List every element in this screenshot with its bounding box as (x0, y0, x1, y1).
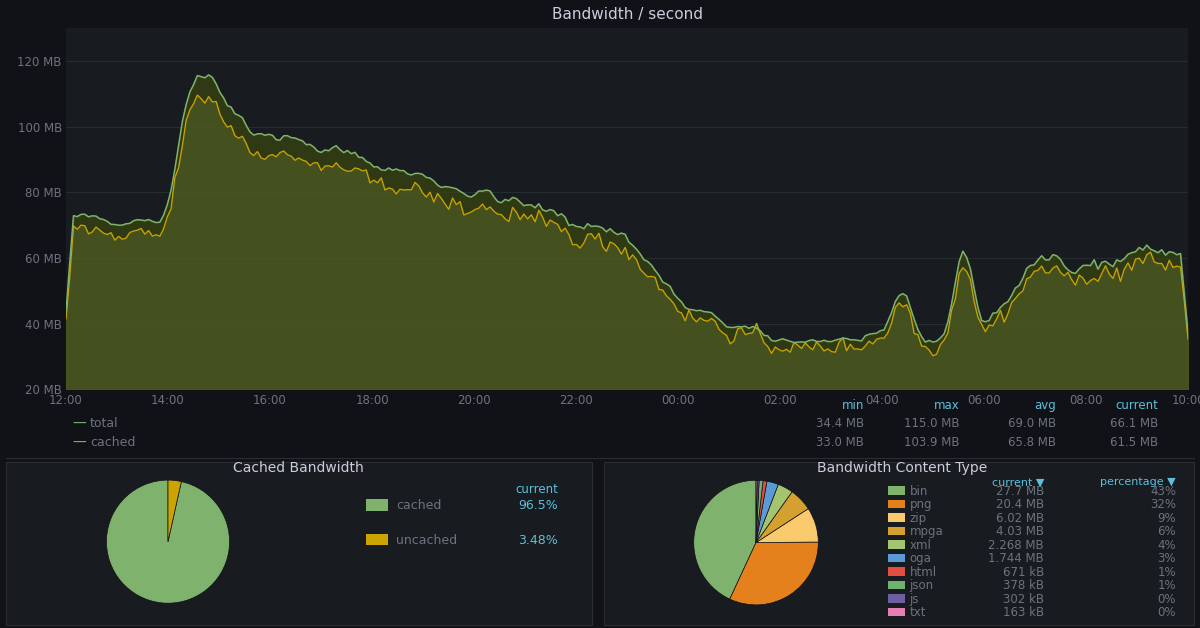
Text: min: min (841, 399, 864, 411)
Text: cached: cached (90, 436, 136, 449)
Text: 4.03 MB: 4.03 MB (996, 525, 1044, 538)
Text: cached: cached (396, 499, 442, 512)
Text: 69.0 MB: 69.0 MB (1008, 418, 1056, 430)
Wedge shape (756, 484, 792, 543)
Text: 96.5%: 96.5% (518, 499, 558, 512)
Text: percentage ▼: percentage ▼ (1100, 477, 1176, 487)
Text: 3.48%: 3.48% (518, 534, 558, 546)
Text: uncached: uncached (396, 534, 457, 546)
Wedge shape (756, 480, 767, 543)
Text: 0%: 0% (1158, 606, 1176, 619)
Text: mpga: mpga (910, 525, 943, 538)
Text: 34.4 MB: 34.4 MB (816, 418, 864, 430)
Text: current: current (1115, 399, 1158, 411)
Wedge shape (694, 480, 756, 599)
Text: 163 kB: 163 kB (1003, 606, 1044, 619)
Text: 3%: 3% (1158, 552, 1176, 565)
Text: 0%: 0% (1158, 593, 1176, 605)
Text: 1%: 1% (1157, 579, 1176, 592)
Text: —: — (72, 417, 85, 431)
Text: zip: zip (910, 512, 926, 524)
Text: bin: bin (910, 485, 928, 497)
Text: 43%: 43% (1150, 485, 1176, 497)
Text: current: current (515, 484, 558, 496)
Wedge shape (756, 492, 809, 543)
Text: html: html (910, 566, 937, 578)
Text: 115.0 MB: 115.0 MB (905, 418, 960, 430)
Wedge shape (730, 542, 818, 605)
Text: 4%: 4% (1157, 539, 1176, 551)
Text: oga: oga (910, 552, 931, 565)
Wedge shape (756, 480, 760, 543)
Text: 20.4 MB: 20.4 MB (996, 498, 1044, 511)
Text: 103.9 MB: 103.9 MB (905, 436, 960, 449)
Text: txt: txt (910, 606, 926, 619)
Wedge shape (107, 480, 229, 603)
Text: 61.5 MB: 61.5 MB (1110, 436, 1158, 449)
Text: 378 kB: 378 kB (1003, 579, 1044, 592)
Text: —: — (72, 436, 85, 450)
Text: 9%: 9% (1157, 512, 1176, 524)
Text: total: total (90, 418, 119, 430)
Text: 27.7 MB: 27.7 MB (996, 485, 1044, 497)
Text: xml: xml (910, 539, 931, 551)
Text: 6.02 MB: 6.02 MB (996, 512, 1044, 524)
Wedge shape (756, 509, 818, 543)
Text: 671 kB: 671 kB (1003, 566, 1044, 578)
Text: 32%: 32% (1150, 498, 1176, 511)
Text: 6%: 6% (1157, 525, 1176, 538)
Text: Cached Bandwidth: Cached Bandwidth (234, 461, 364, 475)
Title: Bandwidth / second: Bandwidth / second (552, 6, 702, 21)
Wedge shape (756, 480, 763, 543)
Wedge shape (168, 480, 181, 541)
Text: Bandwidth Content Type: Bandwidth Content Type (817, 461, 988, 475)
Text: 2.268 MB: 2.268 MB (989, 539, 1044, 551)
Text: 66.1 MB: 66.1 MB (1110, 418, 1158, 430)
Text: avg: avg (1034, 399, 1056, 411)
Text: max: max (935, 399, 960, 411)
Text: 65.8 MB: 65.8 MB (1008, 436, 1056, 449)
Text: js: js (910, 593, 919, 605)
Text: 302 kB: 302 kB (1003, 593, 1044, 605)
Text: current ▼: current ▼ (991, 477, 1044, 487)
Text: json: json (910, 579, 934, 592)
Text: 1.744 MB: 1.744 MB (989, 552, 1044, 565)
Text: png: png (910, 498, 932, 511)
Text: 33.0 MB: 33.0 MB (816, 436, 864, 449)
Wedge shape (756, 481, 779, 543)
Text: 1%: 1% (1157, 566, 1176, 578)
